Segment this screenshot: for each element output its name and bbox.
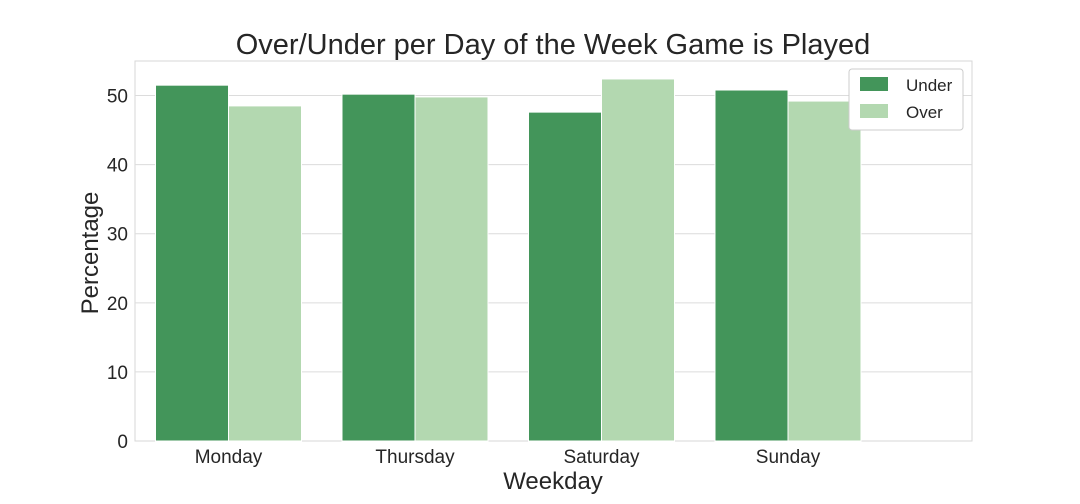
y-tick-label: 50 (107, 87, 128, 108)
bars (155, 78, 862, 442)
y-tick-label: 20 (107, 294, 128, 315)
legend: Under Over (848, 68, 964, 131)
x-tick-label: Monday (195, 447, 263, 468)
bar-under-monday (155, 84, 229, 442)
x-axis-label: Weekday (503, 468, 603, 495)
y-tick-label: 30 (107, 225, 128, 246)
x-tick-label: Thursday (375, 447, 455, 468)
y-ticks: 0 10 20 30 40 50 (107, 87, 128, 453)
legend-swatch-over (860, 104, 888, 118)
legend-swatch-under (860, 77, 888, 91)
bar-over-sunday (787, 100, 862, 442)
x-tick-label: Sunday (756, 447, 821, 468)
bar-under-thursday (341, 93, 416, 442)
bar-over-saturday (601, 78, 675, 442)
x-ticks: Monday Thursday Saturday Sunday (195, 447, 821, 468)
legend-label-over: Over (906, 103, 943, 122)
y-tick-label: 40 (107, 156, 128, 177)
bar-under-sunday (714, 89, 789, 442)
y-axis-label: Percentage (77, 192, 104, 315)
x-tick-label: Saturday (563, 447, 640, 468)
y-tick-label: 10 (107, 363, 128, 384)
legend-label-under: Under (906, 76, 953, 95)
y-tick-label: 0 (117, 432, 128, 453)
bar-under-saturday (528, 111, 602, 442)
bar-over-thursday (414, 96, 489, 442)
chart-title: Over/Under per Day of the Week Game is P… (236, 29, 871, 61)
bar-over-monday (228, 105, 302, 442)
